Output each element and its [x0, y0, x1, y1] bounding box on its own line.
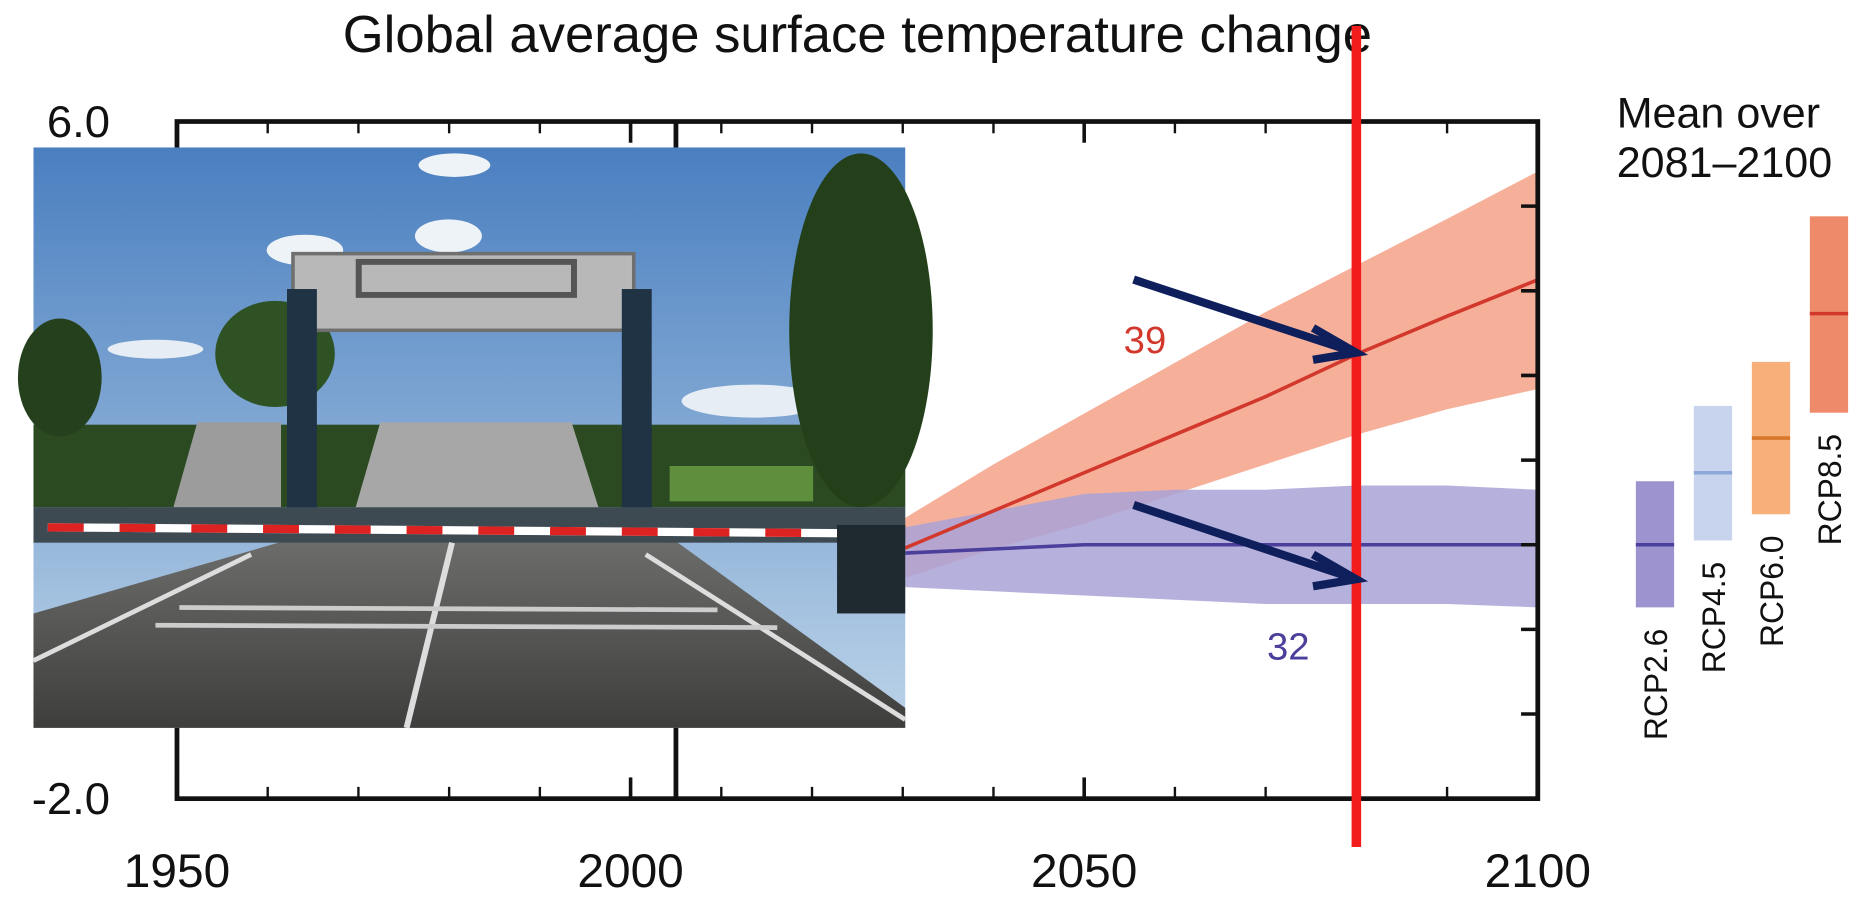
legend-title: 2081–2100 [1617, 139, 1832, 187]
annotation: 32 [1267, 627, 1310, 669]
photo [18, 147, 933, 727]
legend-label: RCP6.0 [1754, 535, 1790, 646]
annotation: 39 [1124, 320, 1167, 362]
x-tick-label: 2050 [1031, 845, 1137, 898]
y-tick-label: -2.0 [32, 773, 110, 824]
y-tick-label: 6.0 [47, 96, 110, 147]
legend-label: RCP8.5 [1812, 434, 1848, 545]
legend-label: RCP2.6 [1638, 629, 1674, 740]
legend-label: RCP4.5 [1696, 562, 1732, 673]
x-tick-label: 2000 [577, 845, 683, 898]
x-tick-label: 2100 [1485, 845, 1591, 898]
page: {"chart_data": { "type": "line", "title"… [0, 0, 1875, 906]
legend-title: Mean over [1617, 90, 1820, 138]
chart-title: Global average surface temperature chang… [343, 6, 1372, 64]
x-tick-label: 1950 [124, 845, 230, 898]
chart: Global average surface temperature chang… [0, 0, 1875, 906]
canvas: Global average surface temperature chang… [18, 6, 1848, 898]
